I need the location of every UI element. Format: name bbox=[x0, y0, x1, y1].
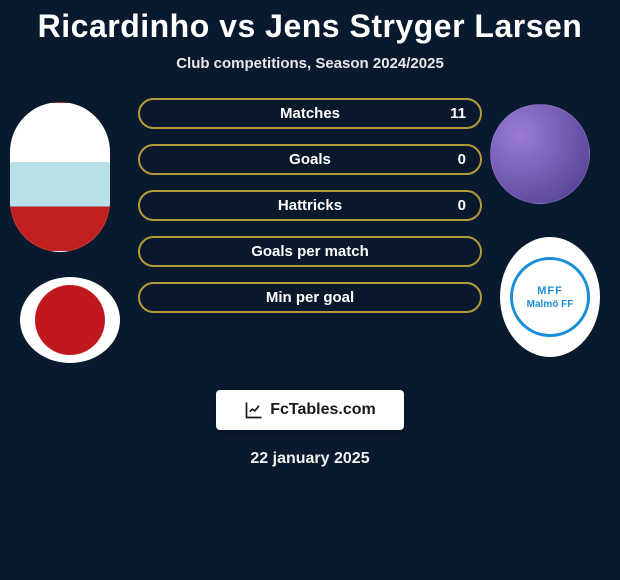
page-title: Ricardinho vs Jens Stryger Larsen bbox=[0, 0, 620, 45]
stat-label: Hattricks bbox=[278, 197, 342, 214]
club-right-abbrev-top: MFF bbox=[537, 285, 563, 297]
club-left-badge-inner bbox=[35, 285, 105, 355]
stat-label: Goals bbox=[289, 151, 331, 168]
stat-bar: Goals 0 bbox=[138, 144, 482, 175]
player-right-avatar bbox=[490, 104, 590, 204]
stat-bar: Min per goal bbox=[138, 282, 482, 313]
stat-bar: Goals per match bbox=[138, 236, 482, 267]
date-text: 22 january 2025 bbox=[0, 450, 620, 468]
subtitle: Club competitions, Season 2024/2025 bbox=[0, 55, 620, 72]
comparison-panel: MFF Malmö FF Matches 11 Goals 0 Hattrick… bbox=[0, 102, 620, 382]
club-right-badge: MFF Malmö FF bbox=[500, 237, 600, 357]
footer: FcTables.com 22 january 2025 bbox=[0, 390, 620, 468]
club-left-badge bbox=[20, 277, 120, 363]
stat-label: Matches bbox=[280, 105, 340, 122]
stat-value-right: 0 bbox=[458, 151, 466, 168]
player-left-avatar bbox=[10, 102, 110, 252]
stat-bars: Matches 11 Goals 0 Hattricks 0 Goals per… bbox=[138, 98, 482, 328]
club-right-badge-inner: MFF Malmö FF bbox=[510, 257, 590, 337]
stat-bar: Hattricks 0 bbox=[138, 190, 482, 221]
brand-text: FcTables.com bbox=[270, 401, 376, 419]
stat-value-right: 11 bbox=[450, 105, 466, 122]
stat-value-right: 0 bbox=[458, 197, 466, 214]
chart-icon bbox=[244, 400, 264, 420]
club-right-abbrev-bottom: Malmö FF bbox=[527, 299, 574, 310]
brand-badge[interactable]: FcTables.com bbox=[216, 390, 404, 430]
stat-bar: Matches 11 bbox=[138, 98, 482, 129]
stat-label: Min per goal bbox=[266, 289, 354, 306]
stat-label: Goals per match bbox=[251, 243, 369, 260]
